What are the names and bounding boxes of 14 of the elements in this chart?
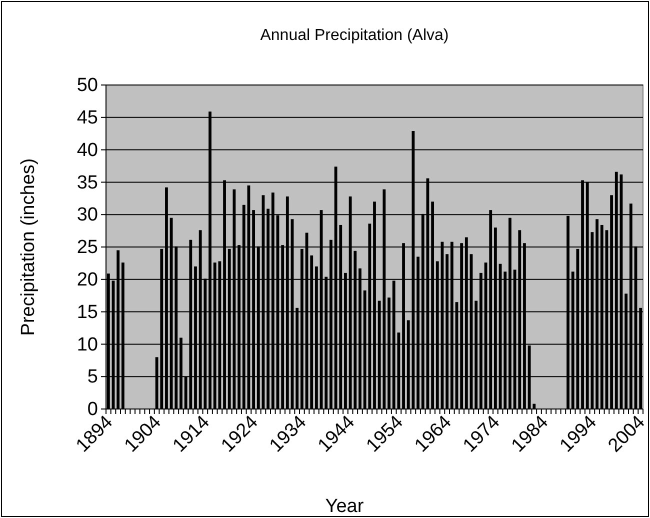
y-tick-label: 50 [76, 75, 98, 96]
y-tick-label: 30 [76, 204, 98, 226]
y-tick-label: 45 [76, 107, 98, 128]
chart-title: Annual Precipitation (Alva) [260, 27, 449, 44]
y-tick-label: 10 [76, 334, 98, 356]
y-tick-label: 25 [76, 237, 98, 258]
y-tick-label: 40 [76, 140, 98, 161]
y-tick-label: 35 [76, 172, 98, 194]
y-tick-label: 15 [76, 302, 98, 323]
y-tick-label: 0 [87, 399, 98, 420]
x-axis-title: Year [325, 496, 364, 517]
y-axis-title: Precipitation (inches) [18, 158, 39, 336]
y-tick-label: 20 [76, 269, 98, 290]
y-tick-label: 5 [87, 366, 98, 388]
